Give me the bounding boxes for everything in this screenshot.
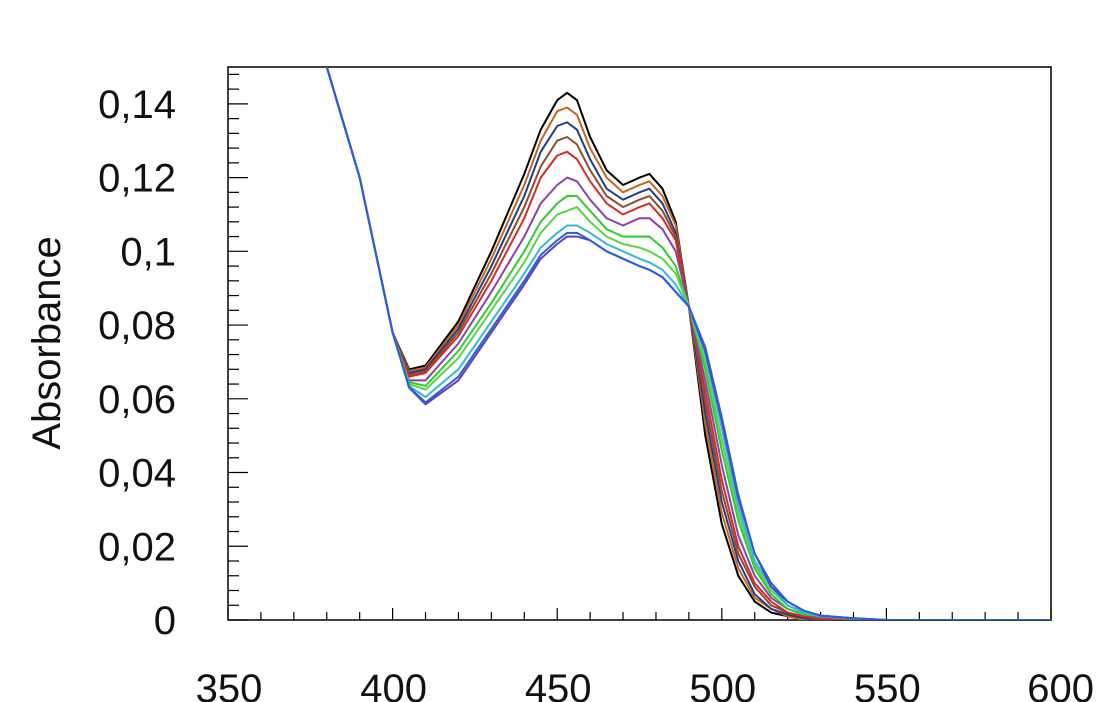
y-axis-ticks: 0 0,02 0,04 0,06 0,08 0,1 0,12 0,14: [98, 73, 248, 643]
x-tick-label: 550: [854, 667, 921, 702]
y-tick-label: 0,14: [98, 83, 176, 127]
series-line-7: [325, 67, 1051, 620]
series-line-3: [325, 67, 1051, 620]
plot-frame: [227, 66, 1052, 621]
y-tick-label: 0,12: [98, 157, 176, 201]
y-axis-title: Absorbance: [25, 236, 69, 449]
series-line-1: [325, 67, 1051, 620]
series-line-9: [325, 67, 1051, 620]
y-tick-label: 0,04: [98, 452, 176, 496]
series-line-11: [325, 67, 1051, 620]
y-tick-label: 0,1: [120, 230, 176, 274]
series-line-2: [325, 67, 1051, 620]
series-line-10: [325, 67, 1051, 620]
x-tick-label: 500: [689, 667, 756, 702]
x-axis-ticks: 350 400 450 500 550 600: [196, 608, 1094, 702]
series-line-5: [325, 67, 1051, 620]
x-tick-label: 400: [360, 667, 427, 702]
x-tick-label: 350: [196, 667, 263, 702]
series-layer: [325, 67, 1051, 620]
x-tick-label: 450: [525, 667, 592, 702]
series-line-6: [325, 67, 1051, 620]
y-tick-label: 0,06: [98, 378, 176, 422]
y-tick-label: 0: [154, 599, 176, 643]
series-line-4: [325, 67, 1051, 620]
x-tick-label: 600: [1027, 667, 1094, 702]
series-line-8: [325, 67, 1051, 620]
y-tick-label: 0,08: [98, 304, 176, 348]
y-tick-label: 0,02: [98, 525, 176, 569]
